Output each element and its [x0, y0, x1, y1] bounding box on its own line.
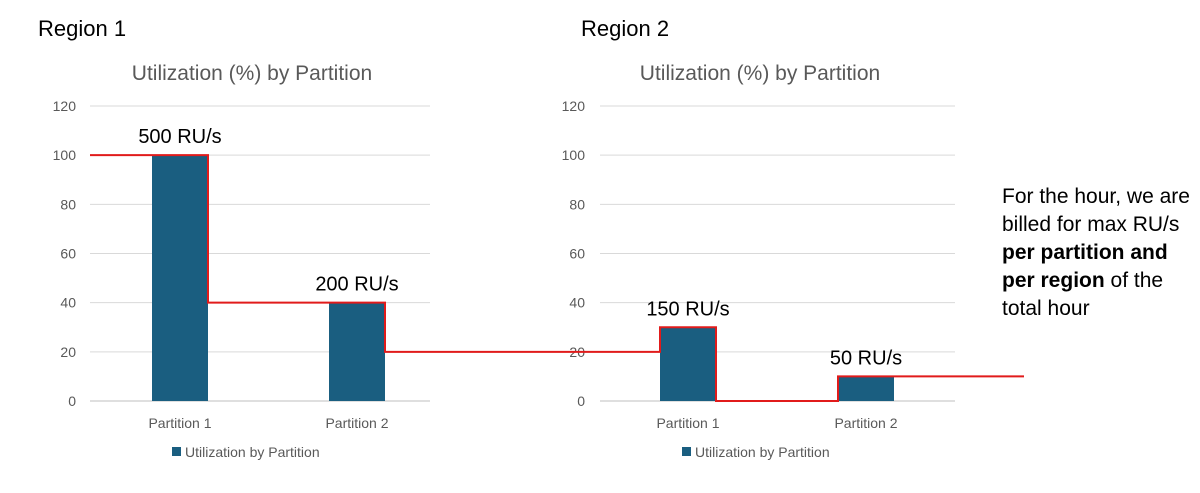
chart-title: Utilization (%) by Partition [640, 62, 880, 85]
billing-note: For the hour, we are billed for max RU/s… [1002, 183, 1192, 323]
legend-label: Utilization by Partition [185, 444, 320, 460]
y-tick-label: 120 [53, 98, 77, 114]
bar [838, 376, 894, 401]
billing-note-emphasis: per partition and per region [1002, 241, 1168, 292]
region-1-chart: Utilization (%) by Partition 0 20 40 60 80 100… [53, 62, 430, 460]
y-tick-label: 100 [53, 147, 77, 163]
bar-value-label: 200 RU/s [315, 274, 398, 296]
y-tick-label: 0 [577, 393, 585, 409]
x-tick-label: Partition 1 [148, 415, 211, 431]
y-tick-label: 60 [569, 246, 585, 262]
x-tick-label: Partition 1 [656, 415, 719, 431]
legend-swatch [172, 447, 181, 456]
region-2-chart: Utilization (%) by Partition020406080100… [562, 62, 955, 460]
y-tick-label: 40 [60, 295, 76, 311]
bar [329, 302, 385, 401]
x-tick-label: Partition 2 [834, 415, 897, 431]
bar [152, 155, 208, 401]
x-tick-label: Partition 2 [325, 415, 388, 431]
y-tick-label: 120 [562, 98, 586, 114]
y-tick-label: 20 [60, 344, 76, 360]
billing-note-text-2: of the total hour [1002, 269, 1164, 320]
y-tick-label: 0 [68, 393, 76, 409]
chart-title: Utilization (%) by Partition [132, 62, 372, 85]
region-2-title: Region 2 [581, 16, 669, 41]
region-1-title: Region 1 [38, 16, 126, 41]
legend-swatch [682, 447, 691, 456]
billing-note-text-1: For the hour, we are billed for max RU/s [1002, 185, 1190, 236]
y-tick-label: 100 [562, 147, 586, 163]
bar-value-label: 50 RU/s [830, 347, 902, 369]
bar-value-label: 500 RU/s [138, 126, 221, 148]
billing-step-line [90, 154, 1024, 402]
y-tick-label: 40 [569, 295, 585, 311]
bar-value-label: 150 RU/s [646, 298, 729, 320]
y-tick-label: 60 [60, 246, 76, 262]
y-tick-label: 80 [569, 196, 585, 212]
y-tick-label: 80 [60, 196, 76, 212]
bar [660, 327, 716, 401]
legend-label: Utilization by Partition [695, 444, 830, 460]
